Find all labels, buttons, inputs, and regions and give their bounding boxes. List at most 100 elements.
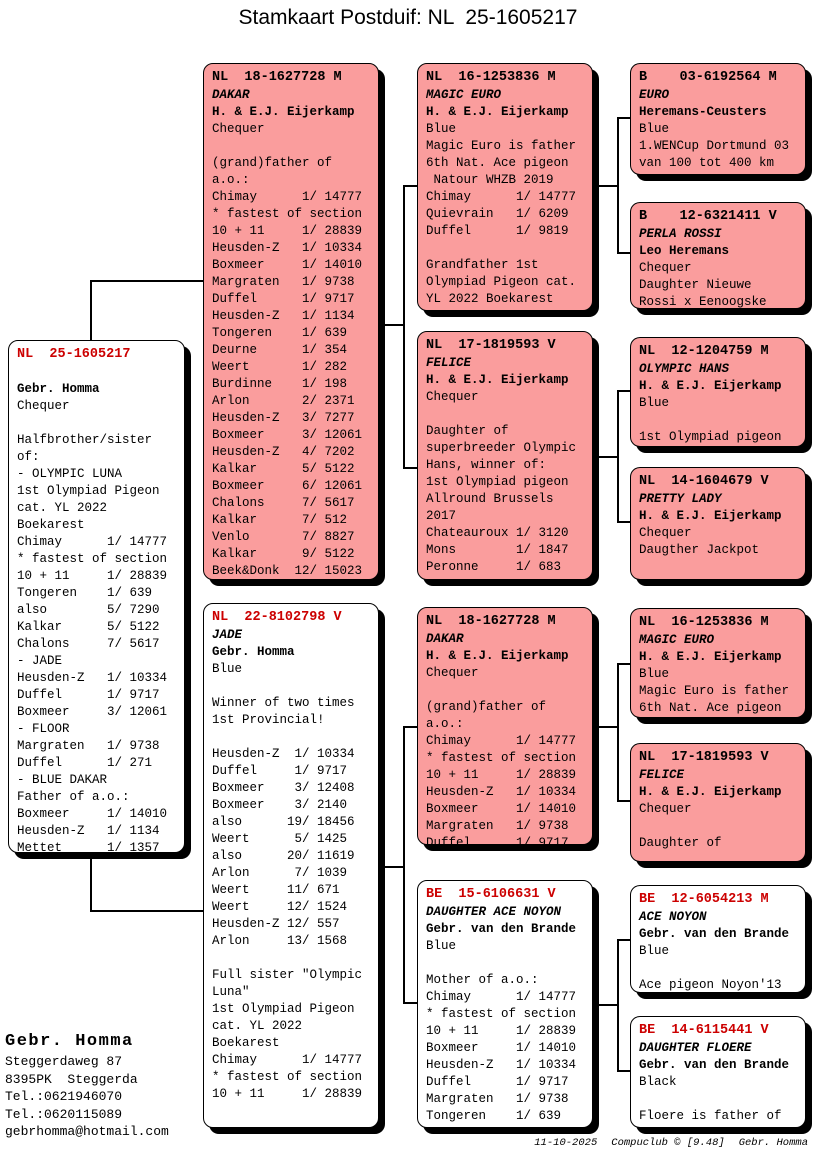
pigeon-details: Blue 1.WENCup Dortmund 03 van 100 tot 40…: [639, 122, 790, 170]
pigeon-name: FELICE: [426, 356, 472, 370]
pigeon-details: Blue Mother of a.o.: Chimay 1/ 14777 * f…: [426, 939, 577, 1123]
pedigree-connector: [617, 939, 630, 941]
pedigree-box-grandfather-paternal: NL 16-1253836 M MAGIC EURO H. & E.J. Eij…: [417, 63, 593, 311]
pedigree-connector: [90, 853, 92, 912]
pigeon-details: Chequer Daughter of: [639, 802, 722, 850]
pedigree-connector: [617, 663, 630, 665]
pigeon-details: Chequer Daugther Jackpot: [639, 526, 760, 557]
pigeon-name: ACE NOYON: [639, 910, 707, 924]
pigeon-details: Chequer Daughter Nieuwe Rossi x Eenoogsk…: [639, 261, 767, 309]
pedigree-connector: [593, 726, 617, 728]
fancier-name: Heremans-Ceusters: [639, 105, 767, 119]
pedigree-connector: [593, 185, 617, 187]
ring-number: NL 16-1253836 M: [639, 615, 769, 630]
pedigree-box-ggp8: BE 14-6115441 V DAUGHTER FLOERE Gebr. va…: [630, 1016, 806, 1128]
pedigree-connector: [403, 726, 405, 1004]
pedigree-connector: [593, 1004, 617, 1006]
pigeon-details: Chequer (grand)father of a.o.: Chimay 1/…: [426, 666, 577, 850]
pedigree-connector: [403, 185, 405, 469]
pedigree-connector: [403, 185, 417, 187]
pigeon-name: MAGIC EURO: [426, 88, 502, 102]
ring-number: NL 18-1627728 M: [426, 614, 556, 629]
pedigree-connector: [617, 390, 619, 523]
fancier-name: H. & E.J. Eijerkamp: [212, 105, 355, 119]
ring-number: BE 12-6054213 M: [639, 892, 769, 907]
ring-number: BE 15-6106631 V: [426, 887, 556, 902]
pedigree-connector: [617, 252, 630, 254]
ring-number: NL 14-1604679 V: [639, 474, 769, 489]
pedigree-connector: [90, 280, 92, 341]
pigeon-name: PRETTY LADY: [639, 492, 722, 506]
pedigree-connector: [403, 1002, 417, 1004]
pedigree-box-grandfather-maternal: NL 18-1627728 M DAKAR H. & E.J. Eijerkam…: [417, 607, 593, 850]
footer-date: 11-10-2025: [534, 1137, 598, 1149]
pigeon-name: OLYMPIC HANS: [639, 362, 730, 376]
breeder-address: Steggerdaweg 87 8395PK Steggerda Tel.:06…: [5, 1054, 169, 1139]
fancier-name: H. & E.J. Eijerkamp: [426, 373, 569, 387]
pigeon-details: Chequer Halfbrother/sister of: - OLYMPIC…: [17, 399, 168, 855]
pigeon-name: DAKAR: [426, 632, 464, 646]
pedigree-box-ggp2: B 12-6321411 V PERLA ROSSI Leo Heremans …: [630, 202, 806, 309]
pedigree-connector: [379, 866, 403, 868]
ring-number: NL 18-1627728 M: [212, 70, 342, 85]
breeder-info: Gebr. Homma Steggerdaweg 87 8395PK Stegg…: [5, 1031, 169, 1141]
pedigree-box-ggp6: NL 17-1819593 V FELICE H. & E.J. Eijerka…: [630, 743, 806, 862]
fancier-name: Gebr. Homma: [17, 382, 100, 396]
pigeon-name: PERLA ROSSI: [639, 227, 722, 241]
pigeon-details: Black Floere is father of: [639, 1075, 782, 1123]
page-title: Stamkaart Postduif: NL 25-1605217: [238, 6, 578, 29]
pigeon-details: Blue Ace pigeon Noyon'13: [639, 944, 782, 992]
pedigree-box-ggp1: B 03-6192564 M EURO Heremans-Ceusters Bl…: [630, 63, 806, 175]
pedigree-connector: [90, 280, 203, 282]
pigeon-name: DAUGHTER ACE NOYON: [426, 905, 562, 919]
pedigree-connector: [379, 324, 403, 326]
fancier-name: Leo Heremans: [639, 244, 730, 258]
pedigree-connector: [90, 910, 203, 912]
fancier-name: Gebr. van den Brande: [426, 922, 577, 936]
pedigree-connector: [617, 117, 619, 254]
pedigree-connector: [617, 117, 630, 119]
pedigree-connector: [617, 1070, 630, 1072]
pedigree-box-ggp5: NL 16-1253836 M MAGIC EURO H. & E.J. Eij…: [630, 608, 806, 718]
pedigree-box-ggp4: NL 14-1604679 V PRETTY LADY H. & E.J. Ei…: [630, 467, 806, 580]
pigeon-name: EURO: [639, 88, 670, 102]
fancier-name: H. & E.J. Eijerkamp: [639, 650, 782, 664]
fancier-name: H. & E.J. Eijerkamp: [639, 509, 782, 523]
fancier-name: H. & E.J. Eijerkamp: [639, 785, 782, 799]
breeder-name: Gebr. Homma: [5, 1032, 134, 1051]
pedigree-connector: [617, 939, 619, 1072]
pedigree-connector: [617, 390, 630, 392]
pigeon-name: DAUGHTER FLOERE: [639, 1041, 752, 1055]
pedigree-box-ggp3: NL 12-1204759 M OLYMPIC HANS H. & E.J. E…: [630, 337, 806, 447]
pigeon-details: Chequer (grand)father of a.o.: Chimay 1/…: [212, 122, 363, 578]
ring-number: B 03-6192564 M: [639, 70, 777, 85]
pedigree-connector: [403, 726, 417, 728]
footer-owner: Gebr. Homma: [738, 1137, 808, 1149]
pedigree-box-grandmother-paternal: NL 17-1819593 V FELICE H. & E.J. Eijerka…: [417, 331, 593, 580]
footer: 11-10-2025 Compuclub © [9.48] Gebr. Homma: [520, 1137, 808, 1149]
fancier-name: Gebr. van den Brande: [639, 927, 790, 941]
pedigree-box-grandmother-maternal: BE 15-6106631 V DAUGHTER ACE NOYON Gebr.…: [417, 880, 593, 1128]
footer-app-version: Compuclub © [9.48]: [611, 1137, 725, 1149]
ring-number: NL 17-1819593 V: [639, 750, 769, 765]
pedigree-box-mother: NL 22-8102798 V JADE Gebr. Homma Blue Wi…: [203, 603, 379, 1128]
pedigree-connector: [617, 800, 630, 802]
pigeon-details: Blue Magic Euro is father 6th Nat. Ace p…: [639, 667, 790, 715]
pedigree-connector: [617, 521, 630, 523]
pedigree-box-father: NL 18-1627728 M DAKAR H. & E.J. Eijerkam…: [203, 63, 379, 580]
pigeon-name: DAKAR: [212, 88, 250, 102]
ring-number: NL 25-1605217: [17, 347, 131, 362]
pigeon-details: Chequer Daughter of superbreeder Olympic…: [426, 390, 577, 574]
pigeon-details: Blue Magic Euro is father 6th Nat. Ace p…: [426, 122, 577, 306]
fancier-name: Gebr. van den Brande: [639, 1058, 790, 1072]
pigeon-details: Blue 1st Olympiad pigeon: [639, 396, 782, 444]
fancier-name: Gebr. Homma: [212, 645, 295, 659]
ring-number: NL 16-1253836 M: [426, 70, 556, 85]
pedigree-box-subject: NL 25-1605217 Gebr. Homma Chequer Halfbr…: [8, 340, 185, 855]
ring-number: NL 17-1819593 V: [426, 338, 556, 353]
pedigree-box-ggp7: BE 12-6054213 M ACE NOYON Gebr. van den …: [630, 885, 806, 993]
fancier-name: H. & E.J. Eijerkamp: [426, 649, 569, 663]
fancier-name: H. & E.J. Eijerkamp: [639, 379, 782, 393]
pigeon-details: Blue Winner of two times 1st Provincial!…: [212, 662, 363, 1101]
